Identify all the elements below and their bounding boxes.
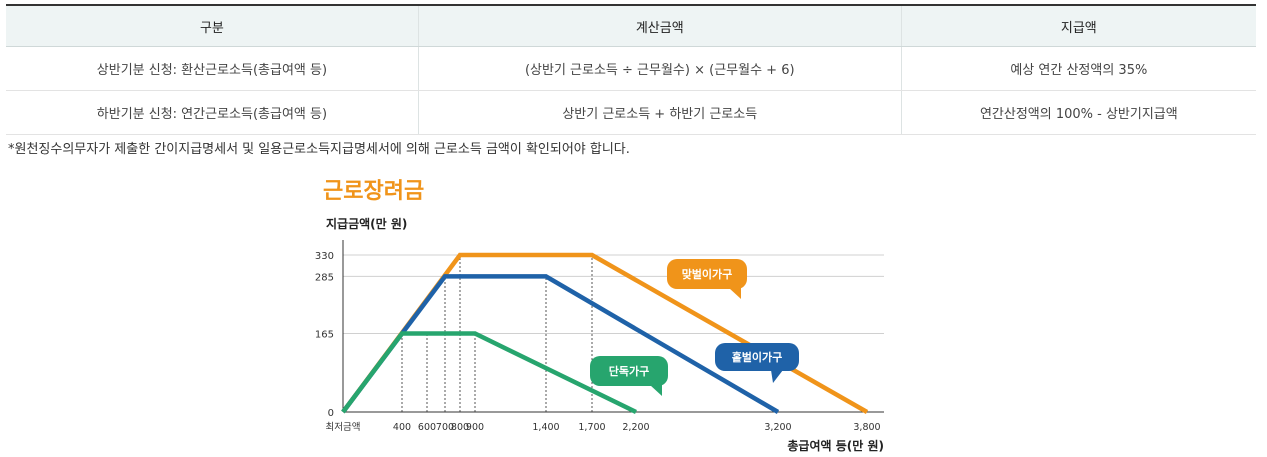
x-axis-label: 총급여액 등(만 원)	[787, 438, 884, 453]
x-tick-label: 3,800	[853, 422, 880, 433]
x-tick-label: 400	[393, 422, 411, 433]
legend-bubble	[715, 343, 799, 371]
table-cell: 연간산정액의 100% - 상반기지급액	[900, 90, 1256, 135]
x-tick-label: 600	[418, 422, 436, 433]
x-tick-label: 1,400	[532, 422, 559, 433]
header-category: 구분	[6, 4, 419, 47]
legend-bubble-tail	[650, 385, 662, 396]
table-row: 상반기분 신청: 환산근로소득(총급여액 등) (상반기 근로소득 ÷ 근무월수…	[6, 46, 1256, 91]
x-tick-label: 900	[466, 422, 484, 433]
footnote: *원천징수의무자가 제출한 간이지급명세서 및 일용근로소득지급명세서에 의해 …	[8, 142, 630, 157]
legend-bubble-tail	[729, 288, 741, 299]
x-tick-label: 700	[436, 422, 454, 433]
y-tick-label: 330	[315, 251, 334, 262]
x-tick-label: 800	[451, 422, 469, 433]
table-cell: (상반기 근로소득 ÷ 근무월수) × (근무월수 + 6)	[417, 46, 902, 91]
y-tick-label: 0	[328, 408, 334, 419]
table-cell: 상반기분 신청: 환산근로소득(총급여액 등)	[6, 46, 419, 91]
y-axis-label: 지급금액(만 원)	[326, 216, 407, 231]
legend-label: 단독가구	[609, 364, 649, 378]
table-header-row: 구분 계산금액 지급액	[6, 4, 1256, 47]
table-row: 하반기분 신청: 연간근로소득(총급여액 등) 상반기 근로소득 + 하반기 근…	[6, 90, 1256, 135]
legend-label: 홑벌이가구	[732, 350, 783, 364]
series-line-0	[341, 331, 637, 415]
table-cell: 예상 연간 산정액의 35%	[900, 46, 1256, 91]
y-tick-label: 165	[315, 330, 334, 341]
x-tick-label: 최저금액	[326, 421, 361, 433]
legend-bubble-tail	[771, 370, 783, 383]
legend-bubble	[667, 259, 747, 289]
header-payment: 지급액	[900, 4, 1256, 47]
series-line-1	[341, 274, 780, 414]
legend-label: 맞벌이가구	[682, 267, 733, 281]
calculation-table: 구분 계산금액 지급액 상반기분 신청: 환산근로소득(총급여액 등) (상반기…	[6, 4, 1256, 135]
x-tick-label: 3,200	[764, 422, 791, 433]
x-tick-label: 1,700	[578, 422, 605, 433]
legend-bubble	[590, 356, 668, 386]
chart-title: 근로장려금	[323, 179, 424, 204]
table-cell: 하반기분 신청: 연간근로소득(총급여액 등)	[6, 90, 419, 135]
x-tick-label: 2,200	[622, 422, 649, 433]
y-tick-label: 285	[315, 272, 334, 283]
table-cell: 상반기 근로소득 + 하반기 근로소득	[417, 90, 902, 135]
header-calculation: 계산금액	[417, 4, 902, 47]
